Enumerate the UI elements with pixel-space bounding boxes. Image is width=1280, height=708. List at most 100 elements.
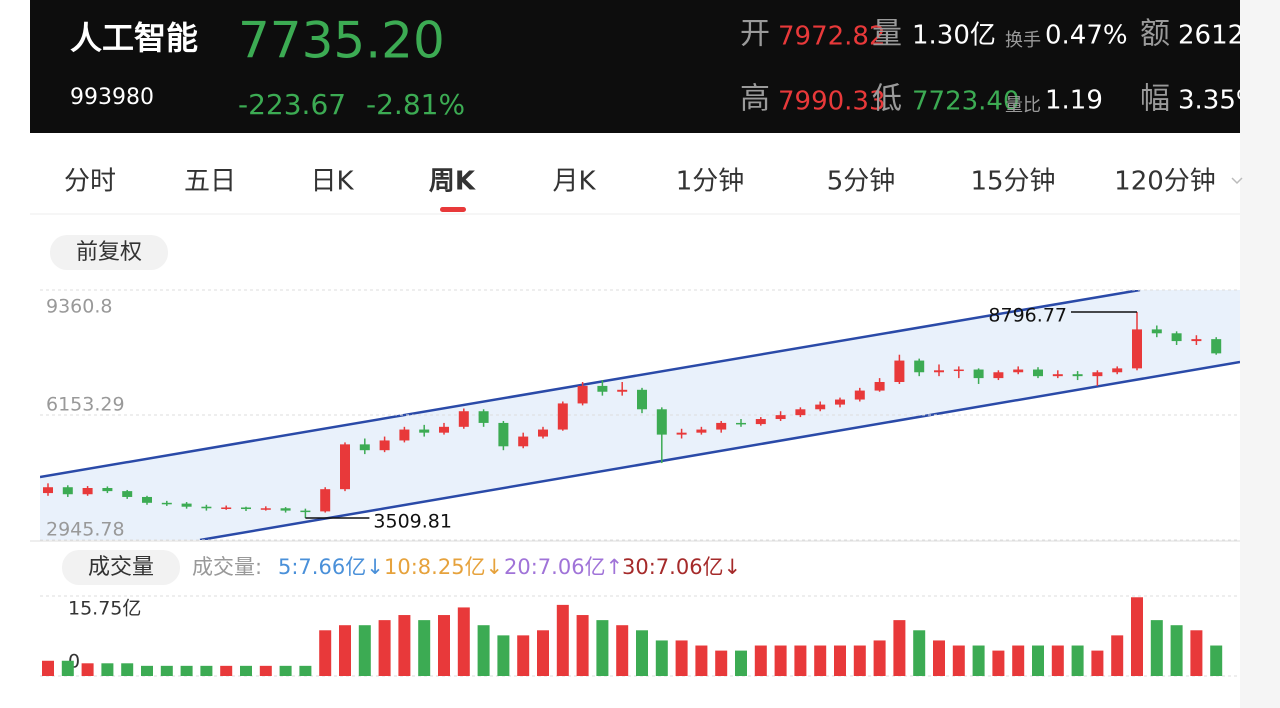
volume-bar	[259, 665, 272, 676]
volume-bar	[457, 607, 470, 676]
volume-bar	[636, 630, 648, 676]
change-pct: -2.81%	[366, 88, 465, 121]
candle-body	[815, 404, 826, 410]
tab[interactable]: 120分钟	[1114, 167, 1216, 197]
candle-body	[1211, 339, 1222, 354]
volume-legend-label: 成交量:	[192, 555, 262, 579]
price: 7735.20	[238, 12, 445, 70]
volume-bar	[735, 650, 747, 676]
y-tick-label: 6153.29	[46, 394, 125, 416]
stat-label: 额	[1140, 17, 1170, 52]
header-bg	[30, 0, 1240, 133]
y-tick-label: 2945.78	[46, 519, 125, 541]
candle-body	[1092, 372, 1103, 377]
candle-body	[379, 440, 390, 451]
candle-body	[280, 508, 291, 511]
volume-legend-item: 5:7.66亿↓	[278, 555, 384, 579]
stat-value: 2612	[1178, 21, 1244, 51]
stat-value: 3.35%	[1178, 86, 1261, 116]
volume-bar	[754, 645, 767, 676]
volume-bar	[537, 630, 549, 676]
volume-bar	[517, 635, 530, 676]
volume-bar	[180, 665, 193, 676]
volume-bar	[477, 625, 490, 676]
tab[interactable]: 五日	[184, 167, 236, 197]
candle-body	[736, 422, 746, 425]
candle-body	[1191, 339, 1202, 342]
candle-body	[241, 507, 251, 510]
stat-value: 1.30亿	[912, 21, 996, 51]
channel-upper	[40, 290, 1141, 479]
active-tab-indicator	[440, 207, 466, 212]
tab[interactable]: 周K	[429, 167, 476, 197]
candle-body	[637, 389, 647, 410]
candle-body	[518, 436, 529, 447]
volume-bar	[774, 645, 787, 676]
volume-bar	[853, 645, 866, 676]
volume-bar	[358, 625, 371, 676]
candle-body	[557, 403, 568, 430]
candle-body	[716, 422, 727, 430]
candle-body	[1033, 369, 1043, 377]
candle-body	[775, 415, 786, 420]
volume-bar	[1051, 645, 1064, 676]
volume-bar	[576, 615, 589, 676]
volume-bar	[893, 620, 906, 676]
stat-label: 低	[872, 82, 902, 117]
volume-bar	[1190, 630, 1203, 676]
candle-body	[102, 488, 113, 492]
volume-bar	[1150, 620, 1163, 676]
candle-body	[419, 429, 430, 433]
stat-value: 7723.40	[912, 87, 1020, 117]
volume-bar	[398, 615, 411, 676]
volume-bar	[240, 665, 252, 676]
candle-body	[874, 382, 885, 391]
tab[interactable]: 15分钟	[970, 167, 1055, 197]
candle-body	[161, 502, 172, 505]
candle-body	[498, 422, 509, 447]
channel-lower	[199, 360, 1240, 540]
volume-bar	[933, 640, 945, 676]
more-chevron	[1231, 177, 1243, 185]
volume-legend-item: 20:7.06亿↑	[504, 555, 623, 579]
side-strip	[1240, 0, 1280, 708]
volume-bar	[81, 663, 94, 676]
volume-bar	[1131, 597, 1143, 676]
candle-body	[676, 432, 687, 435]
candle-body	[260, 508, 271, 510]
candle-body	[1013, 369, 1024, 373]
volume-bar	[61, 660, 74, 676]
volume-bar	[873, 640, 886, 676]
volume-bar	[160, 665, 173, 676]
volume-bar	[319, 630, 332, 676]
candle-body	[43, 487, 53, 494]
candle-body	[1052, 374, 1063, 377]
tab[interactable]: 5分钟	[827, 167, 896, 197]
candle-body	[577, 385, 588, 404]
volume-legend-item: 10:8.25亿↓	[384, 555, 503, 579]
candle-body	[755, 419, 766, 425]
volume-bar	[675, 640, 688, 676]
tab[interactable]: 月K	[552, 167, 596, 197]
candle-body	[597, 385, 608, 392]
candle-body	[340, 444, 350, 490]
volume-bar	[200, 665, 213, 676]
volume-bar	[378, 620, 391, 676]
candle-body	[993, 372, 1004, 379]
volume-bar	[438, 615, 450, 676]
volume-bar	[794, 645, 807, 676]
candle-body	[934, 370, 944, 373]
tab[interactable]: 日K	[310, 167, 354, 197]
volume-bar	[952, 645, 965, 676]
stat-label: 幅	[1140, 82, 1170, 117]
candle-body	[458, 411, 469, 427]
adjust-button[interactable]	[50, 235, 168, 270]
candle-body	[478, 411, 489, 423]
candle-body	[696, 429, 707, 433]
adjust-label: 前复权	[76, 240, 142, 265]
tab[interactable]: 1分钟	[676, 167, 745, 197]
tab[interactable]: 分时	[64, 167, 116, 197]
candle-body	[122, 491, 133, 497]
volume-button[interactable]	[62, 550, 180, 585]
